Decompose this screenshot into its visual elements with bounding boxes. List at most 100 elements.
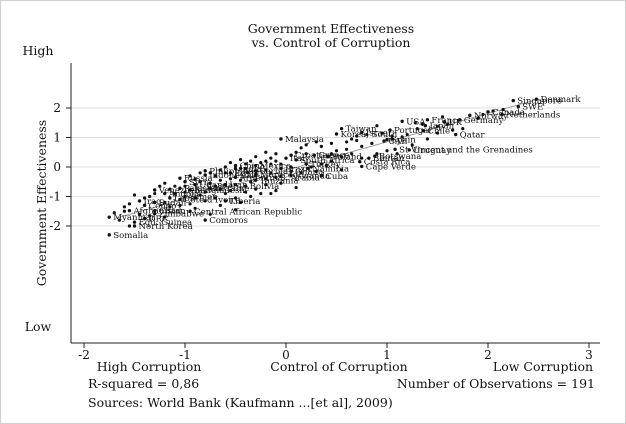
point-label: Ghana <box>295 167 323 177</box>
scatter-point <box>249 159 253 163</box>
point-label: Iraq <box>144 197 163 207</box>
labeled-point <box>400 119 404 123</box>
x-tick-label: 3 <box>585 348 593 362</box>
scatter-point <box>375 124 379 128</box>
labeled-point <box>360 164 364 169</box>
point-label: Turkey <box>310 160 341 170</box>
scatter-point <box>233 183 238 187</box>
labeled-point <box>360 130 364 135</box>
scatter-point <box>228 177 233 181</box>
labeled-point <box>500 112 504 117</box>
y-high-annotation: High <box>23 43 54 58</box>
scatter-point <box>244 190 248 194</box>
scatter-point <box>208 212 212 216</box>
labeled-point <box>183 194 187 199</box>
scatter-point <box>218 178 222 182</box>
point-label: Mexico <box>260 162 291 172</box>
labeled-point <box>183 180 187 184</box>
labeled-point <box>107 233 111 237</box>
labeled-point <box>388 128 392 132</box>
labeled-point <box>203 173 207 177</box>
scatter-point <box>127 202 132 206</box>
labeled-point <box>468 113 472 118</box>
x-tick-label: 1 <box>383 348 391 362</box>
scatter-point <box>218 203 222 207</box>
labeled-point <box>163 191 167 196</box>
y-tick-label: -1 <box>49 190 61 204</box>
y-axis-label: Government Effectiveness <box>34 120 49 286</box>
point-label: Japan <box>428 122 454 132</box>
labeled-point <box>453 132 458 137</box>
scatter-point <box>400 135 404 139</box>
labeled-point <box>319 174 324 178</box>
scatter-point <box>350 152 354 156</box>
labeled-point <box>312 153 316 157</box>
x-low-corruption-annotation: Low Corruption <box>493 359 593 374</box>
scatter-point <box>173 184 177 188</box>
point-label: Angola <box>168 190 199 200</box>
point-label: Malaysia <box>285 135 324 145</box>
point-label: Chile <box>427 127 450 137</box>
scatter-point <box>132 193 137 197</box>
scatter-point <box>153 191 157 196</box>
point-label: Congo <box>149 201 177 211</box>
scatter-point <box>324 163 328 168</box>
scatter-point <box>228 189 233 193</box>
scatter-point <box>319 144 323 148</box>
point-label: Central African Republic <box>194 207 302 217</box>
scatter-point <box>249 194 253 199</box>
scatter-point <box>249 180 253 184</box>
x-tick-label: 2 <box>484 348 492 362</box>
scatter-point <box>435 131 440 135</box>
scatter-point <box>208 181 212 185</box>
tick-labels: -2 -1 0 1 2 -2 -1 0 1 2 3 <box>49 101 593 362</box>
labeled-point <box>511 98 515 103</box>
labeled-point <box>385 137 389 142</box>
labeled-point <box>534 97 539 101</box>
scatter-point <box>314 169 318 174</box>
point-label: DRC <box>149 215 169 225</box>
scatter-point <box>244 166 248 171</box>
scatter-point <box>299 171 303 175</box>
point-label: Cote d'Ivoire <box>184 195 240 205</box>
scatter-points <box>107 97 539 237</box>
scatter-point <box>339 168 344 172</box>
regression-line <box>114 98 539 220</box>
scatter-point <box>238 166 243 171</box>
labeled-point <box>284 156 288 160</box>
scatter-point <box>491 109 495 113</box>
scatter-point <box>329 141 334 145</box>
labeled-point <box>458 118 462 122</box>
labeled-point <box>153 200 157 205</box>
scatter-point <box>413 121 417 125</box>
scatter-point <box>501 107 505 112</box>
point-label: Philippines <box>209 167 257 177</box>
scatter-point <box>213 196 217 200</box>
point-label: Laos <box>174 194 194 204</box>
scatter-point <box>168 187 172 191</box>
scatter-point <box>122 209 126 213</box>
r-squared-note: R-squared = 0,86 <box>88 376 199 391</box>
scatter-point <box>203 199 207 203</box>
labeled-point <box>254 169 258 173</box>
scatter-point <box>223 165 227 169</box>
scatter-point <box>329 159 334 163</box>
scatter-point <box>304 143 308 147</box>
labeled-point <box>153 208 157 213</box>
scatter-point <box>223 191 227 196</box>
point-label: Yemen <box>188 193 218 203</box>
x-axis-label: Control of Corruption <box>270 359 407 374</box>
point-label: Liberia <box>229 197 260 207</box>
scatter-point <box>168 205 172 209</box>
point-label: Poland <box>332 152 362 162</box>
point-label: Costa Rica <box>364 158 411 168</box>
scatter-point <box>213 174 217 178</box>
point-label: USA <box>406 117 426 127</box>
point-label: Zimbabwe <box>159 210 204 220</box>
labeled-point <box>334 132 339 136</box>
scatter-point <box>329 152 334 156</box>
point-label: Syria <box>189 178 212 188</box>
labeled-point <box>178 197 182 202</box>
scatter-point <box>163 215 167 219</box>
point-label: Bangladesh <box>194 186 245 196</box>
